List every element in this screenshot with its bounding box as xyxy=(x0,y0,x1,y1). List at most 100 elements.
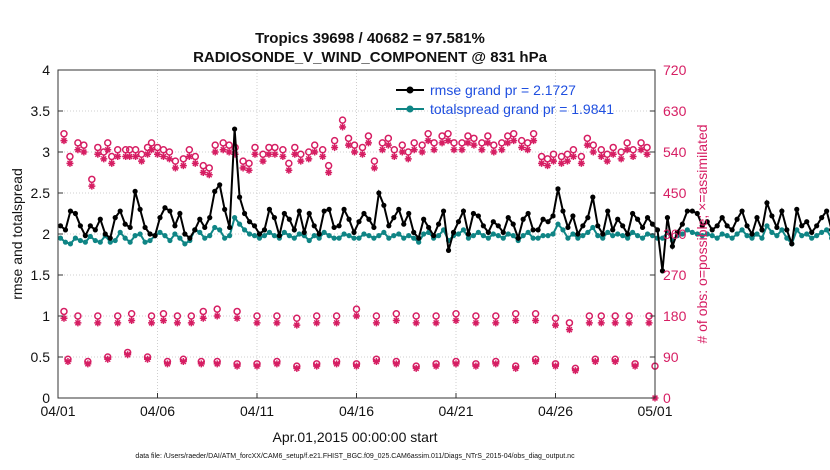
totalspread-point xyxy=(62,239,69,245)
rmse-point xyxy=(77,223,83,229)
obs-possible-marker xyxy=(583,134,592,143)
obs-assimilated-marker xyxy=(94,150,102,158)
y-right-tick-label: 630 xyxy=(663,103,687,119)
obs-possible-marker xyxy=(450,139,458,147)
totalspread-point xyxy=(590,224,596,231)
obs-assimilated-marker xyxy=(645,319,653,327)
obs-possible-marker xyxy=(338,116,347,124)
obs-possible-marker xyxy=(88,175,96,184)
obs-possible-marker xyxy=(251,143,259,152)
totalspread-point xyxy=(177,235,183,241)
rmse-point xyxy=(241,210,248,217)
obs-possible-marker xyxy=(66,152,74,161)
rmse-point xyxy=(246,219,253,225)
obs-assimilated-marker xyxy=(544,162,552,170)
rmse-point xyxy=(197,216,203,222)
rmse-point xyxy=(207,215,213,221)
obs-assimilated-marker xyxy=(144,355,152,363)
rmse-point xyxy=(649,221,656,227)
obs-assimilated-marker xyxy=(213,360,221,368)
obs-possible-marker xyxy=(332,312,341,320)
obs-possible-marker xyxy=(199,161,208,170)
obs-possible-marker xyxy=(629,145,637,154)
totalspread-point xyxy=(560,227,566,233)
rmse-point xyxy=(107,235,113,241)
totalspread-point xyxy=(799,233,805,239)
obs-possible-marker xyxy=(213,305,221,313)
obs-assimilated-marker xyxy=(291,150,299,158)
totalspread-point xyxy=(281,229,287,235)
rmse-point xyxy=(625,231,631,237)
obs-possible-marker xyxy=(233,307,241,316)
rmse-point xyxy=(475,213,481,219)
totalspread-point xyxy=(67,241,74,247)
obs-assimilated-marker xyxy=(197,360,205,368)
obs-assimilated-marker xyxy=(552,362,559,370)
obs-markers xyxy=(60,116,659,402)
rmse-point xyxy=(142,224,148,231)
obs-assimilated-marker xyxy=(325,169,333,176)
obs-possible-marker xyxy=(324,161,333,170)
y-left-tick-label: 1.5 xyxy=(31,267,51,283)
obs-possible-marker xyxy=(378,139,387,147)
obs-possible-marker xyxy=(410,139,418,147)
rmse-point xyxy=(431,233,437,239)
totalspread-point xyxy=(530,235,536,241)
rmse-point xyxy=(659,268,666,274)
rmse-point xyxy=(152,233,158,239)
obs-possible-marker xyxy=(147,312,156,320)
obs-assimilated-marker xyxy=(472,319,480,327)
obs-assimilated-marker xyxy=(60,137,68,145)
obs-possible-marker xyxy=(211,141,219,149)
rmse-point xyxy=(306,210,312,217)
rmse-point xyxy=(620,223,626,229)
rmse-point xyxy=(331,224,337,231)
ticks: 04/01 04/06 04/11 04/16 04/21 04/26 05/0100.51… xyxy=(31,62,687,419)
y-right-tick-label: 180 xyxy=(663,308,687,324)
y-right-tick-label: 450 xyxy=(663,185,687,201)
obs-assimilated-marker xyxy=(464,139,472,147)
obs-possible-marker xyxy=(452,309,460,318)
chart-subtitle: RADIOSONDE_V_WIND_COMPONENT @ 831 hPa xyxy=(193,49,548,66)
obs-possible-marker xyxy=(392,309,401,318)
totalspread-point xyxy=(246,231,253,237)
totalspread-point xyxy=(535,235,541,241)
obs-possible-marker xyxy=(265,143,273,152)
totalspread-point xyxy=(630,229,636,235)
rmse-point xyxy=(719,215,725,221)
y-right-tick-label: 360 xyxy=(663,226,687,242)
obs-possible-marker xyxy=(318,145,327,154)
totalspread-point xyxy=(749,235,755,241)
obs-possible-marker xyxy=(191,152,200,161)
obs-assimilated-marker xyxy=(185,153,193,161)
rmse-point xyxy=(386,223,392,229)
rmse-point xyxy=(759,227,765,233)
obs-assimilated-marker xyxy=(470,141,478,149)
rmse-point xyxy=(361,210,367,217)
obs-possible-marker xyxy=(253,312,261,320)
obs-possible-marker xyxy=(577,152,586,161)
x-tick-label: 04/21 xyxy=(438,403,473,419)
totalspread-point xyxy=(162,233,168,239)
totalspread-point xyxy=(754,231,760,237)
rmse-point xyxy=(789,241,795,247)
y-left-tick-label: 1 xyxy=(42,308,50,324)
obs-possible-marker xyxy=(273,312,281,320)
obs-possible-marker xyxy=(370,157,379,165)
obs-possible-marker xyxy=(179,155,188,163)
rmse-point xyxy=(495,223,501,229)
rmse-point xyxy=(236,194,243,200)
totalspread-point xyxy=(112,237,118,244)
totalspread-point xyxy=(505,231,511,237)
obs-possible-marker xyxy=(352,305,361,313)
obs-possible-marker xyxy=(523,139,532,147)
obs-possible-marker xyxy=(490,141,498,149)
obs-assimilated-marker xyxy=(412,364,420,372)
rmse-point xyxy=(112,215,118,221)
rmse-point xyxy=(455,219,462,225)
obs-possible-marker xyxy=(147,139,156,147)
rmse-point xyxy=(132,188,138,194)
obs-possible-marker xyxy=(517,136,526,145)
obs-assimilated-marker xyxy=(245,166,253,174)
